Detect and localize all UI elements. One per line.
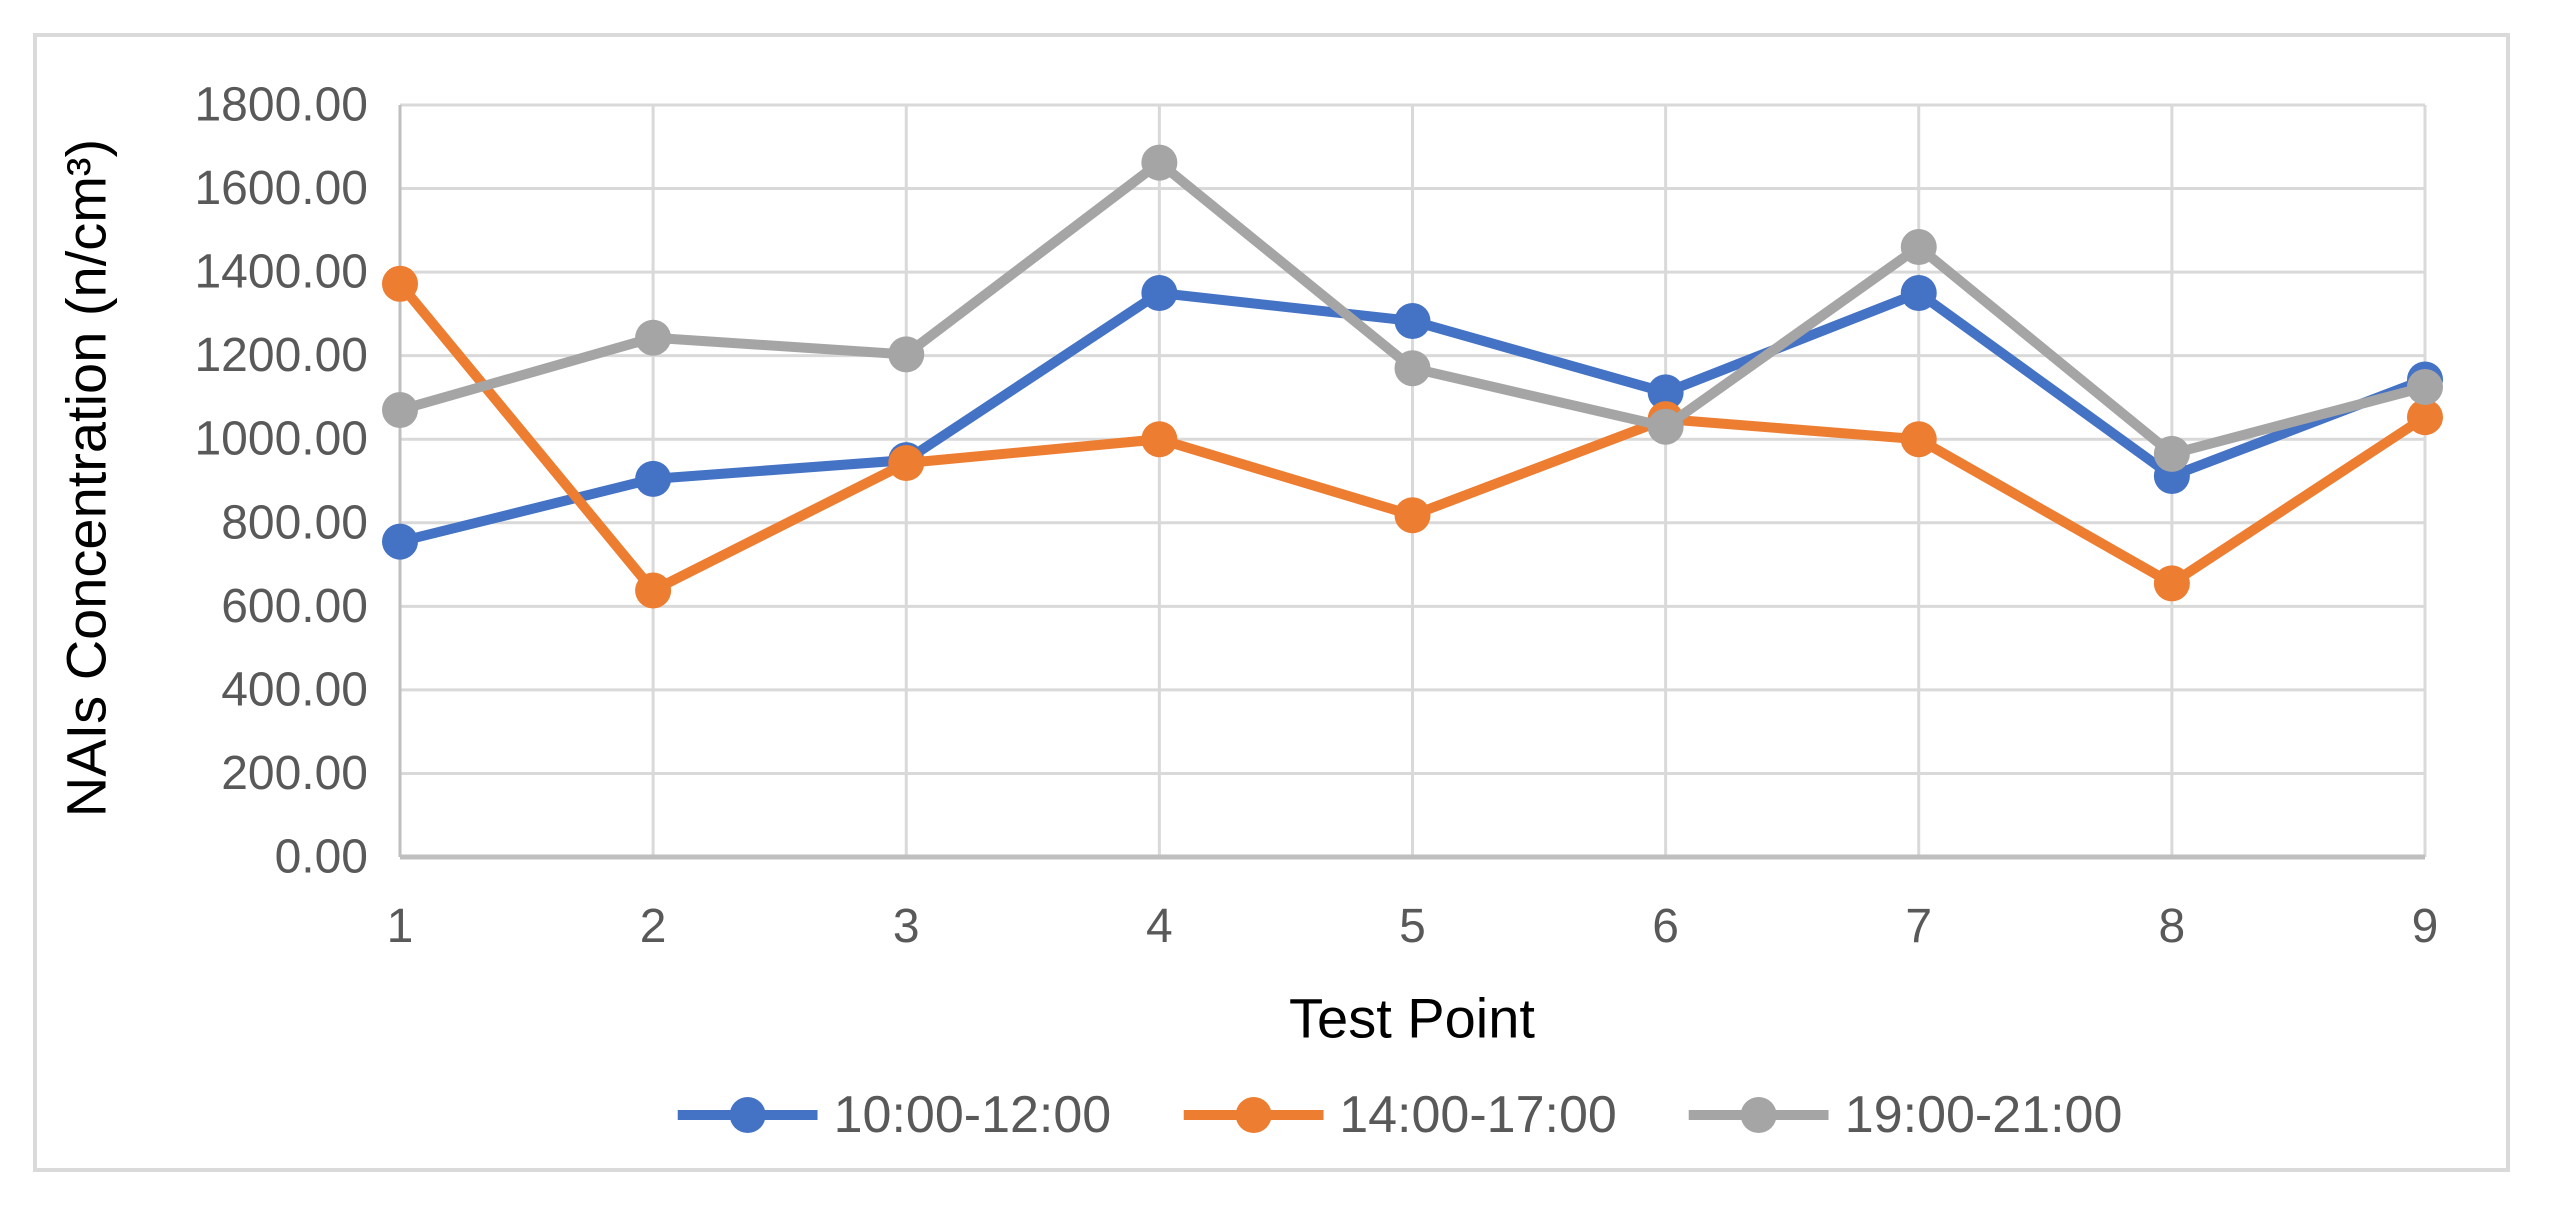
x-axis-title: Test Point bbox=[1289, 986, 1535, 1050]
legend-line-marker-icon bbox=[1688, 1097, 1829, 1133]
data-point-marker bbox=[2407, 369, 2443, 405]
x-tick-label: 6 bbox=[1652, 900, 1679, 953]
gridlines bbox=[398, 103, 2427, 859]
data-point-marker bbox=[1900, 421, 1937, 458]
legend-line-marker-icon bbox=[1183, 1097, 1324, 1133]
series-19:00-21:00 bbox=[382, 144, 2443, 472]
y-tick-label: 400.00 bbox=[221, 663, 368, 716]
x-tick-label: 4 bbox=[1146, 900, 1173, 953]
y-tick-label: 600.00 bbox=[221, 580, 368, 633]
data-point-marker bbox=[888, 336, 925, 373]
data-point-marker bbox=[1394, 350, 1431, 387]
legend-line-marker-icon bbox=[677, 1097, 818, 1133]
y-tick-label: 1400.00 bbox=[194, 246, 368, 299]
x-tick-label: 3 bbox=[893, 900, 920, 953]
data-point-marker bbox=[635, 460, 672, 497]
legend-item-label: 19:00-21:00 bbox=[1844, 1086, 2123, 1144]
data-point-marker bbox=[1900, 229, 1937, 266]
data-point-marker bbox=[635, 572, 672, 609]
y-axis-title: NAIs Concentration (n/cm³) bbox=[54, 138, 118, 818]
data-point-marker bbox=[382, 523, 418, 560]
data-point-marker bbox=[635, 319, 672, 356]
y-tick-label: 200.00 bbox=[221, 747, 368, 800]
axis-lines bbox=[398, 105, 2425, 860]
data-point-marker bbox=[1141, 421, 1178, 458]
y-tick-label: 0.00 bbox=[275, 831, 368, 884]
data-point-marker bbox=[2153, 565, 2190, 602]
legend: 10:00-12:00 14:00-17:00 19:00-21:00 bbox=[677, 1085, 2123, 1145]
y-tick-label: 1800.00 bbox=[194, 79, 368, 132]
tick-labels: 0.00 200.00 400.00 600.00 800.00 1000.00 1200.… bbox=[194, 79, 2438, 954]
data-point-marker bbox=[1141, 275, 1178, 311]
legend-item-label: 10:00-12:00 bbox=[833, 1086, 1112, 1144]
legend-item-series-2: 14:00-17:00 bbox=[1183, 1085, 1617, 1145]
data-point-marker bbox=[382, 265, 418, 302]
legend-item-series-3: 19:00-21:00 bbox=[1688, 1085, 2123, 1145]
data-point-marker bbox=[1900, 275, 1937, 311]
data-point-marker bbox=[1394, 302, 1431, 339]
data-point-marker bbox=[888, 445, 925, 482]
data-point-marker bbox=[2153, 435, 2190, 472]
y-tick-label: 1000.00 bbox=[194, 413, 368, 466]
x-tick-label: 1 bbox=[387, 900, 414, 953]
y-tick-label: 1200.00 bbox=[194, 329, 368, 382]
legend-item-label: 14:00-17:00 bbox=[1339, 1086, 1617, 1144]
x-tick-label: 7 bbox=[1905, 900, 1932, 953]
chart-frame bbox=[33, 33, 2510, 1172]
data-point-marker bbox=[1394, 497, 1431, 534]
x-tick-label: 5 bbox=[1399, 900, 1426, 953]
data-point-marker bbox=[1647, 408, 1684, 445]
x-tick-label: 8 bbox=[2159, 900, 2186, 953]
y-tick-label: 1600.00 bbox=[194, 162, 368, 215]
data-point-marker bbox=[1141, 144, 1178, 181]
x-tick-label: 9 bbox=[2412, 900, 2439, 953]
data-point-marker bbox=[1647, 374, 1684, 411]
x-tick-label: 2 bbox=[640, 900, 667, 953]
series-14:00-17:00 bbox=[382, 265, 2443, 609]
data-point-marker bbox=[2407, 399, 2443, 436]
legend-item-series-1: 10:00-12:00 bbox=[677, 1085, 1112, 1145]
y-tick-label: 800.00 bbox=[221, 496, 368, 549]
data-point-marker bbox=[382, 391, 418, 428]
